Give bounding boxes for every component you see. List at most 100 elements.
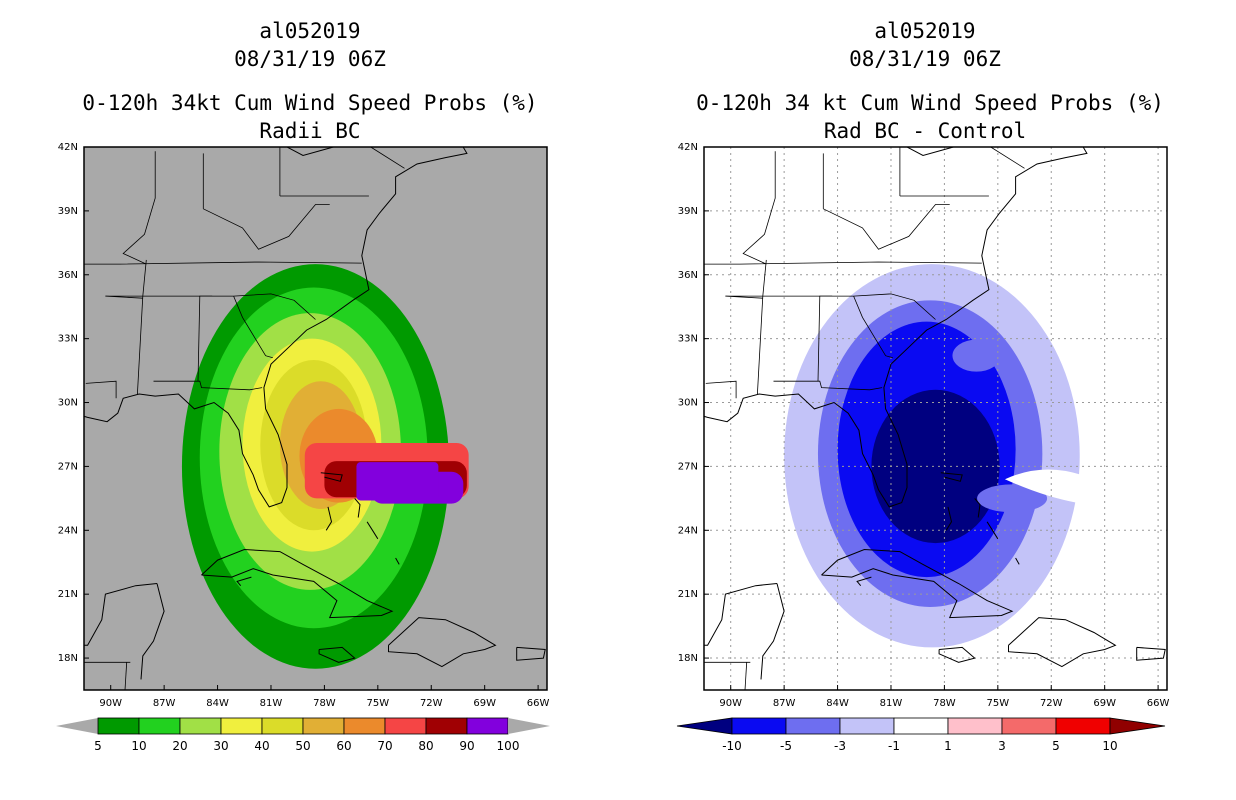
- y-tick-label: 24N: [58, 525, 78, 536]
- coastline: [201, 548, 394, 619]
- colorbar-label: 50: [295, 739, 310, 753]
- coastline: [821, 548, 1014, 619]
- colorbar-swatch: [425, 717, 468, 735]
- colorbar-swatch: [138, 717, 181, 735]
- colorbar-swatch: [1055, 717, 1111, 735]
- x-tick-label: 90W: [99, 698, 122, 709]
- coastline: [1136, 646, 1166, 661]
- colorbar-low-arrow: [56, 718, 98, 734]
- y-tick-label: 36N: [678, 270, 698, 281]
- colorbar-swatch: [731, 717, 787, 735]
- contour-100-core: [356, 462, 439, 501]
- colorbar-swatch: [261, 717, 304, 735]
- y-tick-label: 42N: [58, 142, 78, 153]
- x-tick-label: 69W: [473, 698, 496, 709]
- x-tick-label: 90W: [719, 698, 742, 709]
- colorbar-label: 80: [418, 739, 433, 753]
- coastline: [388, 617, 497, 668]
- left-probability-map: 90W 87W 84W 81W 78W 75W 72W 69W 66W 18N 21N 24N 27N 3…: [58, 142, 550, 709]
- coastline: [140, 583, 165, 680]
- right-difference-map: 90W 87W 84W 81W 78W 75W 72W 69W 66W 18N 21N 24N 27N 3…: [678, 142, 1170, 709]
- y-tick-label: 21N: [678, 589, 698, 600]
- colorbar-high-arrow: [508, 718, 550, 734]
- coastline: [366, 521, 379, 540]
- state-border: [725, 293, 936, 320]
- colorbar-swatch: [893, 717, 949, 735]
- coastline: [760, 583, 785, 680]
- y-tick-label: 42N: [678, 142, 698, 153]
- plot-frame: [703, 146, 1168, 691]
- colorbar-swatch: [220, 717, 263, 735]
- colorbar-label: 100: [497, 739, 520, 753]
- colorbar-label: 70: [377, 739, 392, 753]
- coastline: [940, 472, 963, 482]
- coastline: [905, 147, 954, 157]
- coastline: [704, 147, 1088, 508]
- colorbar-swatch: [1001, 717, 1057, 735]
- colorbar-low-arrow: [676, 717, 733, 735]
- right-title-line1: 0-120h 34 kt Cum Wind Speed Probs (%): [696, 91, 1164, 115]
- colorbar-label: 5: [94, 739, 102, 753]
- state-border: [853, 295, 893, 359]
- left-storm-id: al052019: [259, 19, 361, 43]
- x-tick-label: 66W: [527, 698, 550, 709]
- coastline: [84, 147, 468, 508]
- x-tick-label: 78W: [933, 698, 956, 709]
- colorbar-label: 10: [1102, 739, 1117, 753]
- plot-area: [704, 147, 1167, 690]
- colorbar-label: -3: [834, 739, 846, 753]
- coastline: [354, 498, 361, 518]
- left-title-line1: 0-120h 34kt Cum Wind Speed Probs (%): [82, 91, 538, 115]
- y-tick-label: 27N: [58, 461, 78, 472]
- state-border: [84, 261, 362, 265]
- x-tick-label: 72W: [420, 698, 443, 709]
- colorbar-label: 20: [172, 739, 187, 753]
- colorbar-label: 3: [998, 739, 1006, 753]
- x-tick-label: 75W: [367, 698, 390, 709]
- right-datetime: 08/31/19 06Z: [849, 47, 1001, 71]
- colorbar-swatch: [343, 717, 386, 735]
- coastline: [516, 646, 546, 661]
- coastline: [938, 646, 976, 663]
- right-storm-id: al052019: [874, 19, 976, 43]
- colorbar-swatch: [947, 717, 1003, 735]
- right-title-line2: Rad BC - Control: [823, 119, 1027, 143]
- y-tick-label: 39N: [58, 206, 78, 217]
- left-datetime: 08/31/19 06Z: [234, 47, 386, 71]
- state-border: [742, 151, 776, 265]
- plot-area: [84, 147, 547, 690]
- x-tick-label: 87W: [153, 698, 176, 709]
- coastline: [856, 576, 872, 587]
- plot-frame: [83, 146, 548, 691]
- y-tick-label: 39N: [678, 206, 698, 217]
- x-tick-label: 66W: [1147, 698, 1170, 709]
- colorbar-label: 1: [944, 739, 952, 753]
- state-border: [105, 295, 143, 299]
- state-border: [704, 261, 982, 265]
- colorbar-swatch: [179, 717, 222, 735]
- coastline: [945, 506, 953, 531]
- y-tick-label: 18N: [678, 653, 698, 664]
- colorbar-label: 30: [213, 739, 228, 753]
- state-border: [122, 151, 156, 265]
- colorbar-label: 60: [336, 739, 351, 753]
- coastline: [974, 498, 981, 518]
- state-border: [705, 380, 737, 399]
- coastline: [318, 646, 356, 663]
- y-tick-label: 30N: [58, 398, 78, 409]
- colorbar-label: 40: [254, 739, 269, 753]
- colorbar-label: 5: [1052, 739, 1060, 753]
- diff-minus3-pocket: [952, 339, 1001, 372]
- diff-positive-region: [1004, 469, 1082, 503]
- state-border: [823, 204, 950, 250]
- x-tick-label: 78W: [313, 698, 336, 709]
- x-tick-label: 69W: [1093, 698, 1116, 709]
- y-tick-label: 30N: [678, 398, 698, 409]
- coastline: [986, 521, 999, 540]
- left-title-line2: Radii BC: [259, 119, 361, 143]
- x-tick-label: 72W: [1040, 698, 1063, 709]
- x-tick-label: 75W: [987, 698, 1010, 709]
- colorbar-label: 90: [459, 739, 474, 753]
- y-tick-label: 21N: [58, 589, 78, 600]
- y-tick-label: 27N: [678, 461, 698, 472]
